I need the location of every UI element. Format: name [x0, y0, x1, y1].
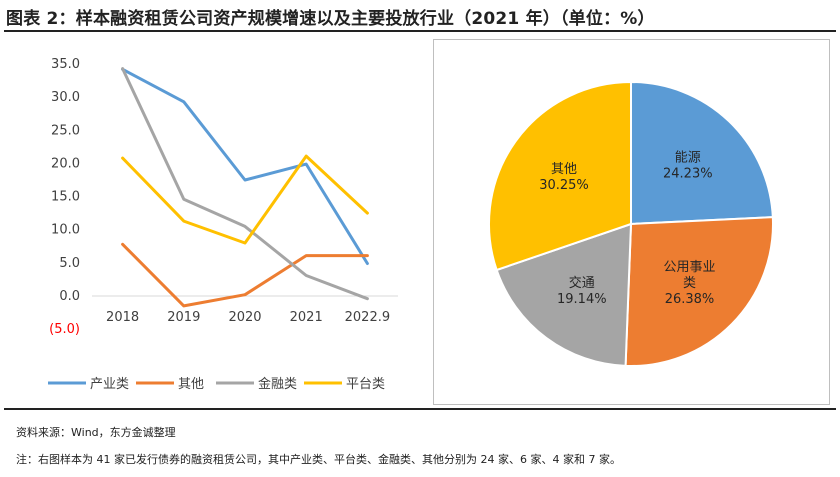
series-line-其他	[121, 242, 369, 308]
pie-chart: 能源 24.23% 公用事业类 26.38% 交通 19.14% 其他 30.25%	[488, 80, 774, 367]
legend-label: 其他	[178, 377, 204, 392]
pie-label-能源: 能源 24.23%	[663, 150, 713, 181]
y-tick-label: 15.0	[51, 190, 80, 205]
title-divider	[4, 30, 836, 32]
series-line-金融类	[121, 67, 369, 301]
source-note: 资料来源：Wind，东方金诚整理	[16, 426, 176, 439]
bottom-divider	[4, 408, 836, 410]
pie-label-公用事业类: 公用事业类 26.38%	[663, 260, 715, 307]
figure-title: 图表 2：样本融资租赁公司资产规模增速以及主要投放行业（2021 年）（单位：%…	[6, 9, 655, 29]
y-tick-label: 30.0	[51, 90, 80, 105]
pie-label-交通: 交通 19.14%	[557, 275, 607, 307]
pie-slice-能源	[630, 80, 774, 226]
y-tick-label: 10.0	[51, 223, 80, 238]
series-line-产业类	[121, 67, 369, 265]
y-tick-label: 20.0	[51, 156, 80, 171]
pie-label-其他: 其他 30.25%	[539, 162, 589, 193]
x-tick-label: 2019	[167, 310, 200, 325]
legend-label: 平台类	[346, 377, 385, 392]
y-tick-label: 0.0	[59, 289, 80, 304]
y-tick-label: 5.0	[59, 256, 80, 271]
line-chart: 35.0 30.0 25.0 20.0 15.0 10.0 5.0 0.0 (5.0) 2018…	[48, 57, 398, 392]
legend-label: 产业类	[90, 377, 129, 392]
footnote: 注：右图样本为 41 家已发行债券的融资租赁公司，其中产业类、平台类、金融类、其…	[16, 453, 621, 466]
pie-slice-其他	[488, 80, 632, 272]
x-tick-label: 2021	[290, 310, 323, 325]
pie-panel: 能源 24.23% 公用事业类 26.38% 交通 19.14% 其他 30.25%	[433, 39, 830, 405]
y-tick-label: 35.0	[51, 57, 80, 72]
x-tick-label: 2020	[228, 310, 261, 325]
x-tick-label: 2022.9	[345, 310, 391, 325]
y-tick-label: (5.0)	[49, 322, 80, 337]
legend-label: 金融类	[258, 376, 297, 392]
series-line-平台类	[121, 154, 369, 245]
y-tick-label: 25.0	[51, 123, 80, 138]
pie-slice-公用事业类	[624, 216, 774, 367]
x-tick-label: 2018	[106, 310, 139, 325]
